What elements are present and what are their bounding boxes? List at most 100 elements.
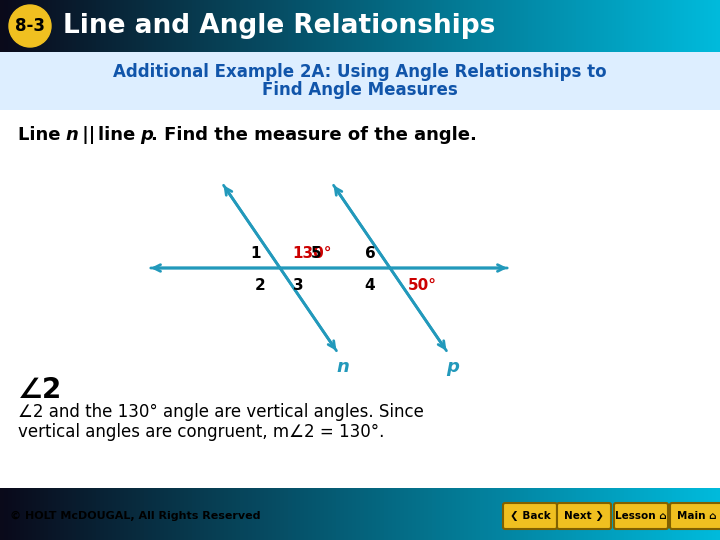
Bar xyxy=(280,488,285,540)
Bar xyxy=(136,488,141,540)
Bar xyxy=(364,0,369,52)
Bar xyxy=(344,488,349,540)
Bar xyxy=(372,488,377,540)
Bar xyxy=(612,488,617,540)
Bar xyxy=(176,0,181,52)
Bar xyxy=(696,0,701,52)
Bar xyxy=(292,0,297,52)
Bar xyxy=(312,488,317,540)
Bar xyxy=(312,0,317,52)
Bar xyxy=(440,488,445,540)
Bar xyxy=(556,488,561,540)
Bar xyxy=(216,0,221,52)
Text: ∠2: ∠2 xyxy=(18,376,62,404)
Bar xyxy=(492,488,497,540)
Bar xyxy=(456,488,461,540)
Bar xyxy=(536,488,541,540)
Bar xyxy=(496,488,501,540)
Bar xyxy=(92,0,97,52)
Bar xyxy=(320,488,325,540)
Bar xyxy=(124,488,129,540)
Text: Line: Line xyxy=(18,126,67,144)
Bar xyxy=(668,0,673,52)
Bar xyxy=(16,0,21,52)
Bar xyxy=(88,488,93,540)
Bar xyxy=(396,0,401,52)
Bar xyxy=(356,488,361,540)
Bar xyxy=(152,0,157,52)
Bar xyxy=(220,0,225,52)
Bar xyxy=(460,488,465,540)
Text: 6: 6 xyxy=(364,246,375,261)
Bar xyxy=(72,488,77,540)
Bar xyxy=(596,0,601,52)
Bar xyxy=(232,0,237,52)
Bar xyxy=(204,0,209,52)
Bar xyxy=(452,488,457,540)
Bar xyxy=(0,110,720,488)
Bar xyxy=(168,0,173,52)
Bar xyxy=(716,0,720,52)
Bar xyxy=(168,488,173,540)
Bar xyxy=(460,0,465,52)
Text: Find Angle Measures: Find Angle Measures xyxy=(262,81,458,99)
Bar xyxy=(708,488,713,540)
Bar xyxy=(328,488,333,540)
Bar xyxy=(164,0,169,52)
Bar xyxy=(436,0,441,52)
Bar xyxy=(20,488,25,540)
Bar xyxy=(288,0,293,52)
Bar xyxy=(456,0,461,52)
Bar xyxy=(484,488,489,540)
Bar xyxy=(516,488,521,540)
Bar xyxy=(8,0,13,52)
Bar xyxy=(32,488,37,540)
Bar xyxy=(48,488,53,540)
Bar xyxy=(176,488,181,540)
Bar xyxy=(304,488,309,540)
Text: Additional Example 2A: Using Angle Relationships to: Additional Example 2A: Using Angle Relat… xyxy=(113,63,607,81)
Bar xyxy=(716,488,720,540)
Bar xyxy=(120,488,125,540)
Bar xyxy=(0,488,5,540)
Bar xyxy=(380,0,385,52)
Bar xyxy=(24,0,29,52)
Bar xyxy=(516,0,521,52)
Bar xyxy=(376,488,381,540)
Bar xyxy=(692,488,697,540)
Bar xyxy=(680,0,685,52)
Bar xyxy=(248,0,253,52)
Bar xyxy=(144,488,149,540)
Text: ∠2 and the 130° angle are vertical angles. Since: ∠2 and the 130° angle are vertical angle… xyxy=(18,403,424,421)
Bar xyxy=(488,488,493,540)
Bar xyxy=(676,0,681,52)
Bar xyxy=(544,0,549,52)
Bar xyxy=(208,488,213,540)
Text: 4: 4 xyxy=(365,279,375,294)
Bar xyxy=(392,0,397,52)
Bar xyxy=(184,488,189,540)
Bar xyxy=(388,0,393,52)
Bar xyxy=(548,0,553,52)
Bar xyxy=(396,488,401,540)
Text: n: n xyxy=(336,358,349,376)
Bar xyxy=(332,488,337,540)
Bar xyxy=(708,0,713,52)
Bar xyxy=(564,0,569,52)
Bar xyxy=(536,0,541,52)
Bar xyxy=(60,0,65,52)
Bar xyxy=(432,488,437,540)
Bar xyxy=(480,488,485,540)
Bar xyxy=(592,0,597,52)
Bar xyxy=(356,0,361,52)
Bar xyxy=(704,488,709,540)
Bar xyxy=(232,488,237,540)
Bar xyxy=(228,488,233,540)
Bar xyxy=(540,488,545,540)
Bar xyxy=(196,0,201,52)
Bar xyxy=(472,488,477,540)
Bar xyxy=(156,0,161,52)
Bar xyxy=(392,488,397,540)
Bar xyxy=(188,488,193,540)
Bar xyxy=(384,488,389,540)
